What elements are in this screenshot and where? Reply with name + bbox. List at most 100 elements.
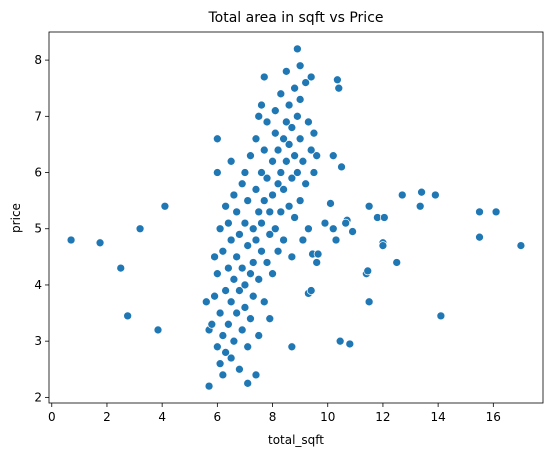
point (135, 224, 145, 234)
point (259, 196, 269, 205)
point (392, 258, 402, 267)
y-tick-label: 2 (34, 390, 42, 404)
point (246, 269, 255, 279)
point (224, 319, 233, 329)
point (235, 286, 244, 295)
point (226, 235, 236, 245)
plot-frame (48, 31, 544, 404)
point (153, 325, 163, 335)
point (298, 156, 308, 166)
point (320, 218, 330, 228)
point (251, 134, 261, 144)
point (516, 241, 526, 250)
point (281, 117, 291, 127)
point (312, 258, 322, 267)
point (268, 156, 277, 166)
x-tick-label: 14 (430, 410, 445, 424)
point (279, 185, 288, 194)
point (268, 269, 277, 279)
point (66, 235, 76, 245)
point (279, 134, 288, 144)
point (348, 227, 357, 236)
point (293, 111, 302, 121)
point (246, 314, 255, 324)
point (237, 325, 247, 335)
point (304, 117, 313, 127)
point (284, 100, 294, 110)
point (243, 241, 253, 250)
point (243, 196, 253, 205)
point (363, 266, 373, 276)
point (364, 297, 374, 307)
point (254, 274, 264, 284)
point (248, 224, 258, 234)
x-tick-label: 4 (158, 410, 166, 424)
point (273, 179, 283, 189)
point (287, 173, 297, 183)
y-tick-label: 5 (34, 222, 42, 236)
point (287, 342, 297, 352)
point (313, 249, 323, 259)
point (218, 246, 228, 256)
point (290, 213, 299, 222)
point (215, 308, 225, 318)
point (306, 145, 316, 155)
point (221, 201, 230, 211)
point (326, 199, 335, 208)
point (281, 156, 291, 166)
chart-title: Total area in sqft vs Price (207, 10, 383, 26)
point (212, 269, 222, 279)
point (229, 190, 239, 200)
point (306, 286, 316, 295)
point (295, 134, 305, 144)
point (415, 201, 425, 211)
point (240, 303, 250, 312)
point (335, 336, 345, 346)
point (248, 258, 258, 267)
point (333, 75, 342, 85)
point (224, 263, 233, 273)
point (337, 162, 346, 172)
point (95, 238, 105, 248)
point (265, 314, 275, 324)
point (284, 140, 294, 149)
point (378, 241, 388, 250)
point (417, 187, 426, 197)
point (251, 185, 261, 194)
point (284, 201, 294, 211)
point (229, 274, 239, 284)
point (364, 201, 374, 211)
point (229, 336, 239, 346)
y-tick-label: 6 (34, 166, 42, 180)
point (259, 297, 269, 307)
point (287, 123, 297, 132)
point (328, 224, 338, 234)
point (251, 370, 261, 380)
point (259, 72, 269, 82)
point (232, 252, 242, 262)
point (116, 263, 126, 273)
y-tick-label: 7 (34, 109, 42, 123)
point (268, 190, 277, 200)
y-tick-label: 8 (34, 53, 42, 67)
point (279, 235, 288, 245)
point (262, 258, 272, 267)
point (341, 218, 351, 228)
point (270, 224, 280, 234)
x-tick-label: 6 (214, 410, 222, 424)
point (201, 297, 211, 307)
point (257, 246, 266, 256)
point (210, 291, 219, 301)
point (290, 83, 299, 93)
point (257, 168, 266, 177)
point (262, 173, 272, 183)
point (218, 370, 228, 380)
point (265, 207, 275, 217)
y-tick-label: 3 (34, 334, 42, 348)
point (226, 353, 236, 363)
point (237, 263, 247, 273)
point (160, 201, 170, 211)
point (215, 359, 225, 369)
point (262, 117, 272, 127)
